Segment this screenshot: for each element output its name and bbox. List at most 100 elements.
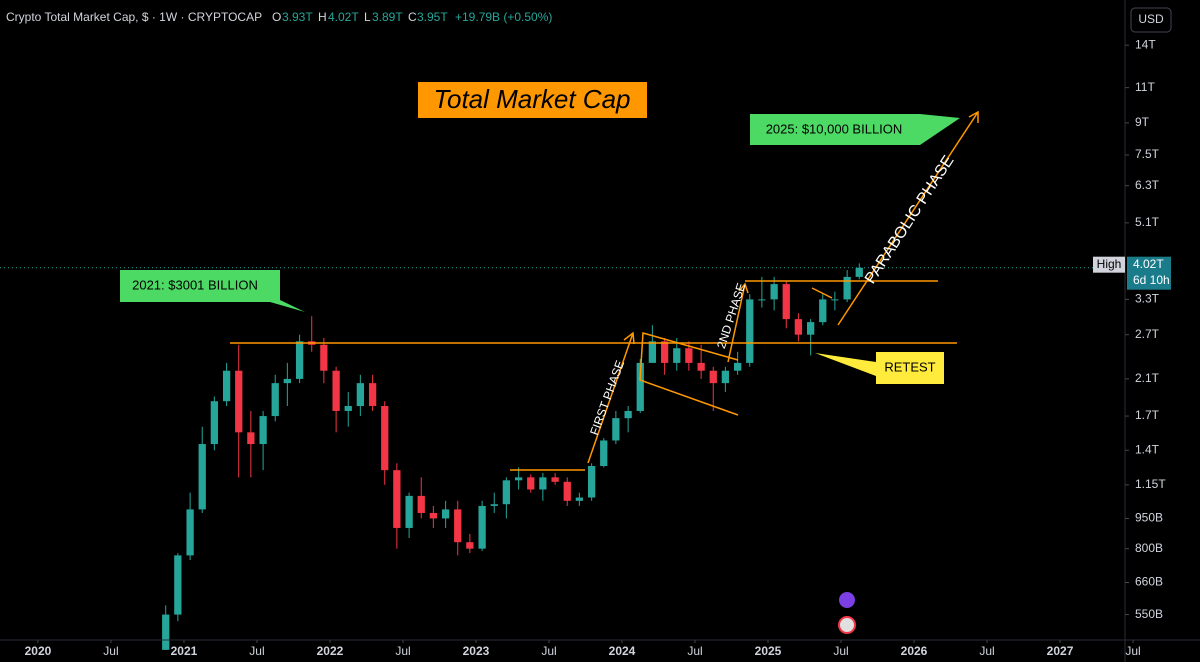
candle-body	[466, 542, 474, 549]
price-tag-name-box	[1093, 256, 1125, 273]
candle-body	[746, 299, 754, 363]
candle-body	[709, 370, 717, 384]
callout-text: RETEST	[884, 359, 935, 374]
candle-body	[514, 477, 523, 481]
price-tag-value: 4.02T	[1133, 257, 1164, 271]
title-text: Total Market Cap	[433, 84, 630, 114]
arrow-head	[968, 110, 979, 123]
candle-body	[283, 378, 291, 384]
x-tick-label: Jul	[979, 644, 994, 658]
candle-body	[198, 444, 206, 510]
candle-body	[174, 555, 182, 615]
y-tick-label: 3.3T	[1135, 292, 1160, 306]
candle-body	[417, 495, 425, 513]
x-tick-label: Jul	[103, 644, 118, 658]
ohlc-value: 3.93T	[282, 10, 313, 24]
arrow-head	[738, 282, 749, 294]
ohlc-key: C	[408, 10, 417, 24]
candle-body	[356, 383, 364, 407]
y-tick-label: 950B	[1135, 511, 1163, 525]
candle-body	[429, 512, 437, 519]
ohlc-value: 4.02T	[328, 10, 359, 24]
callout	[815, 352, 944, 384]
candle-body	[368, 383, 377, 407]
icon[interactable]	[839, 592, 855, 608]
candle-body	[660, 341, 669, 363]
y-tick-label: 7.5T	[1135, 147, 1160, 161]
candle-body	[612, 418, 620, 441]
y-tick-label: 660B	[1135, 575, 1163, 589]
candle-body	[758, 299, 766, 301]
candle-body	[186, 509, 194, 556]
arrow	[837, 111, 979, 326]
callout-text: 2025: $10,000 BILLION	[766, 121, 903, 136]
candle-body	[235, 370, 243, 433]
candle-body	[527, 477, 535, 490]
x-tick-label: Jul	[833, 644, 848, 658]
candle-body	[454, 509, 462, 543]
x-tick-label: Jul	[249, 644, 264, 658]
candle-body	[843, 276, 851, 300]
candle-body	[782, 284, 790, 320]
candle-body	[478, 505, 486, 549]
candle-body	[673, 348, 681, 363]
price-tag-name: High	[1097, 257, 1122, 271]
candle-body	[624, 410, 632, 419]
x-tick-label: 2021	[171, 644, 198, 658]
currency[interactable]: USD	[1138, 12, 1164, 26]
y-tick-label: 1.15T	[1135, 477, 1166, 491]
ohlc-key: O	[272, 10, 281, 24]
x-tick-label: Jul	[541, 644, 556, 658]
candle-body	[320, 344, 328, 371]
candle-body	[636, 362, 644, 411]
candle-body	[563, 481, 571, 501]
x-tick-label: Jul	[395, 644, 410, 658]
channel	[639, 332, 739, 416]
ohlc-key: H	[318, 10, 327, 24]
y-tick-label: 11T	[1135, 80, 1155, 94]
x-tick-label: 2026	[901, 644, 928, 658]
x-tick-label: 2023	[463, 644, 490, 658]
candle-body	[332, 370, 340, 411]
x-tick-label: 2020	[25, 644, 52, 658]
header: Crypto Total Market Cap, $ · 1W · CRYPTO…	[6, 10, 552, 24]
price-tag-countdown: 6d 10h	[1133, 273, 1170, 287]
candle-body	[770, 284, 778, 300]
y-tick-label: 1.4T	[1135, 442, 1160, 456]
title-box	[418, 82, 647, 118]
x-tick-label: 2027	[1047, 644, 1074, 658]
arrow	[727, 283, 746, 363]
x-tick-label: 2022	[317, 644, 344, 658]
candle-body	[551, 477, 559, 482]
arrow-head	[623, 331, 635, 345]
candle-body	[819, 299, 827, 323]
y-tick-label: 2.1T	[1135, 371, 1160, 385]
y-tick-label: 6.3T	[1135, 178, 1160, 192]
candle-body	[222, 370, 231, 402]
candle-body	[721, 370, 730, 384]
y-tick-label: 5.1T	[1135, 215, 1160, 229]
x-tick-label: Jul	[687, 644, 702, 658]
arrow	[587, 332, 634, 464]
icon[interactable]	[838, 616, 856, 634]
candle-body	[794, 319, 803, 335]
candle-body	[648, 341, 657, 363]
ohlc-key: L	[364, 10, 371, 24]
candle-body	[381, 406, 389, 471]
y-tick-label: 2.7T	[1135, 327, 1160, 341]
candle-body	[162, 614, 170, 650]
y-tick-label: 800B	[1135, 541, 1163, 555]
y-tick-label: 14T	[1135, 37, 1156, 51]
candle-body	[210, 401, 218, 445]
callout	[750, 114, 960, 145]
candle-body	[441, 509, 450, 519]
candle-body	[271, 383, 279, 417]
drawings	[230, 110, 979, 471]
candle-body	[807, 322, 815, 335]
x-tick-label: 2024	[609, 644, 636, 658]
currency-button[interactable]	[1130, 7, 1172, 33]
candle-body	[575, 497, 583, 501]
y-tick-label: 9T	[1135, 115, 1150, 129]
